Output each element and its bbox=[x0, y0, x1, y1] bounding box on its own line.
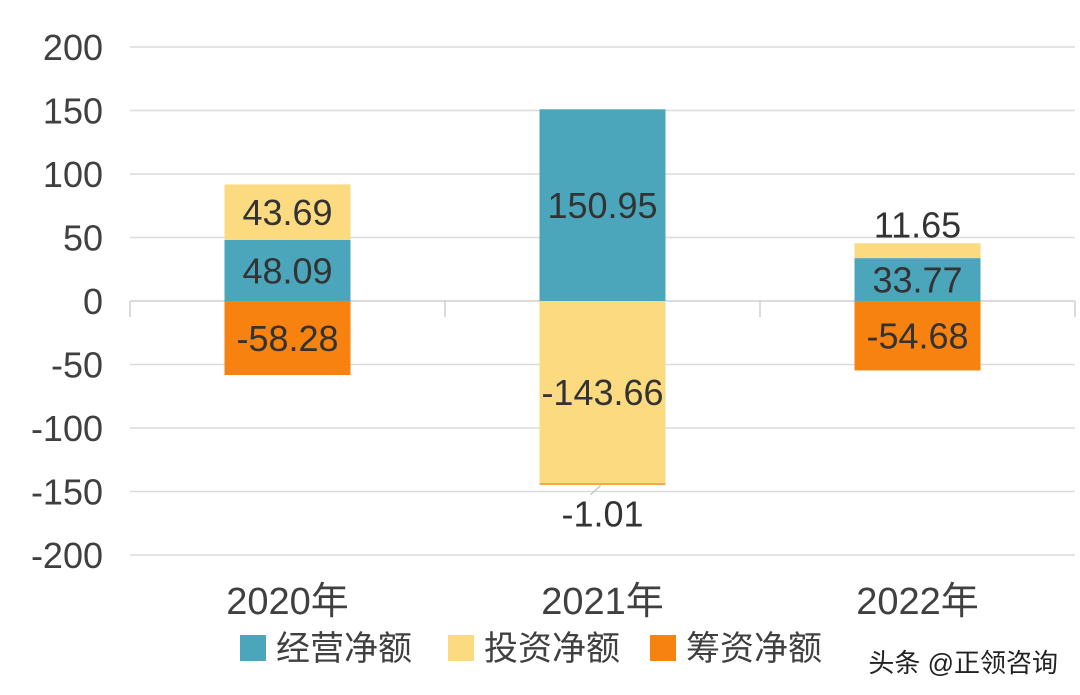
leader-line bbox=[590, 485, 601, 496]
x-axis-categories: 2020年 2021年 2022年 bbox=[226, 581, 979, 623]
y-tick-label: -200 bbox=[31, 535, 103, 576]
x-category-label: 2022年 bbox=[856, 581, 979, 623]
legend-swatch bbox=[650, 635, 676, 661]
y-tick-label: 200 bbox=[43, 27, 103, 68]
bar-segment bbox=[224, 184, 351, 240]
watermark-text: 头条 @正领咨询 bbox=[868, 648, 1058, 678]
legend: 经营净额 投资净额 筹资净额 bbox=[240, 630, 822, 668]
data-label: -58.28 bbox=[236, 318, 338, 359]
y-tick-label: 50 bbox=[63, 218, 103, 259]
bar-segment bbox=[224, 301, 351, 376]
bar-segment bbox=[854, 301, 981, 371]
bar-segment bbox=[539, 301, 666, 484]
bars bbox=[224, 109, 981, 485]
data-label: -54.68 bbox=[866, 316, 968, 357]
data-labels: 48.09 43.69 -58.28 150.95 -143.66 -1.01 33.77 1… bbox=[236, 185, 968, 535]
bar-segment bbox=[539, 109, 666, 301]
data-label: 43.69 bbox=[242, 192, 332, 233]
bar-segment bbox=[539, 483, 666, 485]
legend-swatch bbox=[448, 635, 474, 661]
data-label: 33.77 bbox=[872, 260, 962, 301]
data-label: -1.01 bbox=[561, 494, 643, 535]
data-label: 48.09 bbox=[242, 250, 332, 291]
y-tick-label: -100 bbox=[31, 408, 103, 449]
y-tick-label: -50 bbox=[51, 345, 103, 386]
y-axis-ticks: 200 150 100 50 0 -50 -100 -150 -200 bbox=[31, 27, 103, 576]
y-tick-label: 0 bbox=[83, 281, 103, 322]
x-category-label: 2021年 bbox=[541, 581, 664, 623]
bar-segment bbox=[224, 239, 351, 301]
legend-swatch bbox=[240, 635, 266, 661]
data-label: 150.95 bbox=[547, 185, 657, 226]
data-label: -143.66 bbox=[541, 372, 663, 413]
legend-label: 经营净额 bbox=[276, 630, 412, 668]
bar-segment bbox=[854, 243, 981, 259]
bar-segment bbox=[854, 258, 981, 301]
y-tick-label: 150 bbox=[43, 91, 103, 132]
y-tick-label: 100 bbox=[43, 154, 103, 195]
x-category-label: 2020年 bbox=[226, 581, 349, 623]
legend-label: 投资净额 bbox=[484, 630, 620, 668]
y-tick-label: -150 bbox=[31, 472, 103, 513]
legend-label: 筹资净额 bbox=[686, 630, 822, 668]
data-label: 11.65 bbox=[874, 204, 961, 245]
